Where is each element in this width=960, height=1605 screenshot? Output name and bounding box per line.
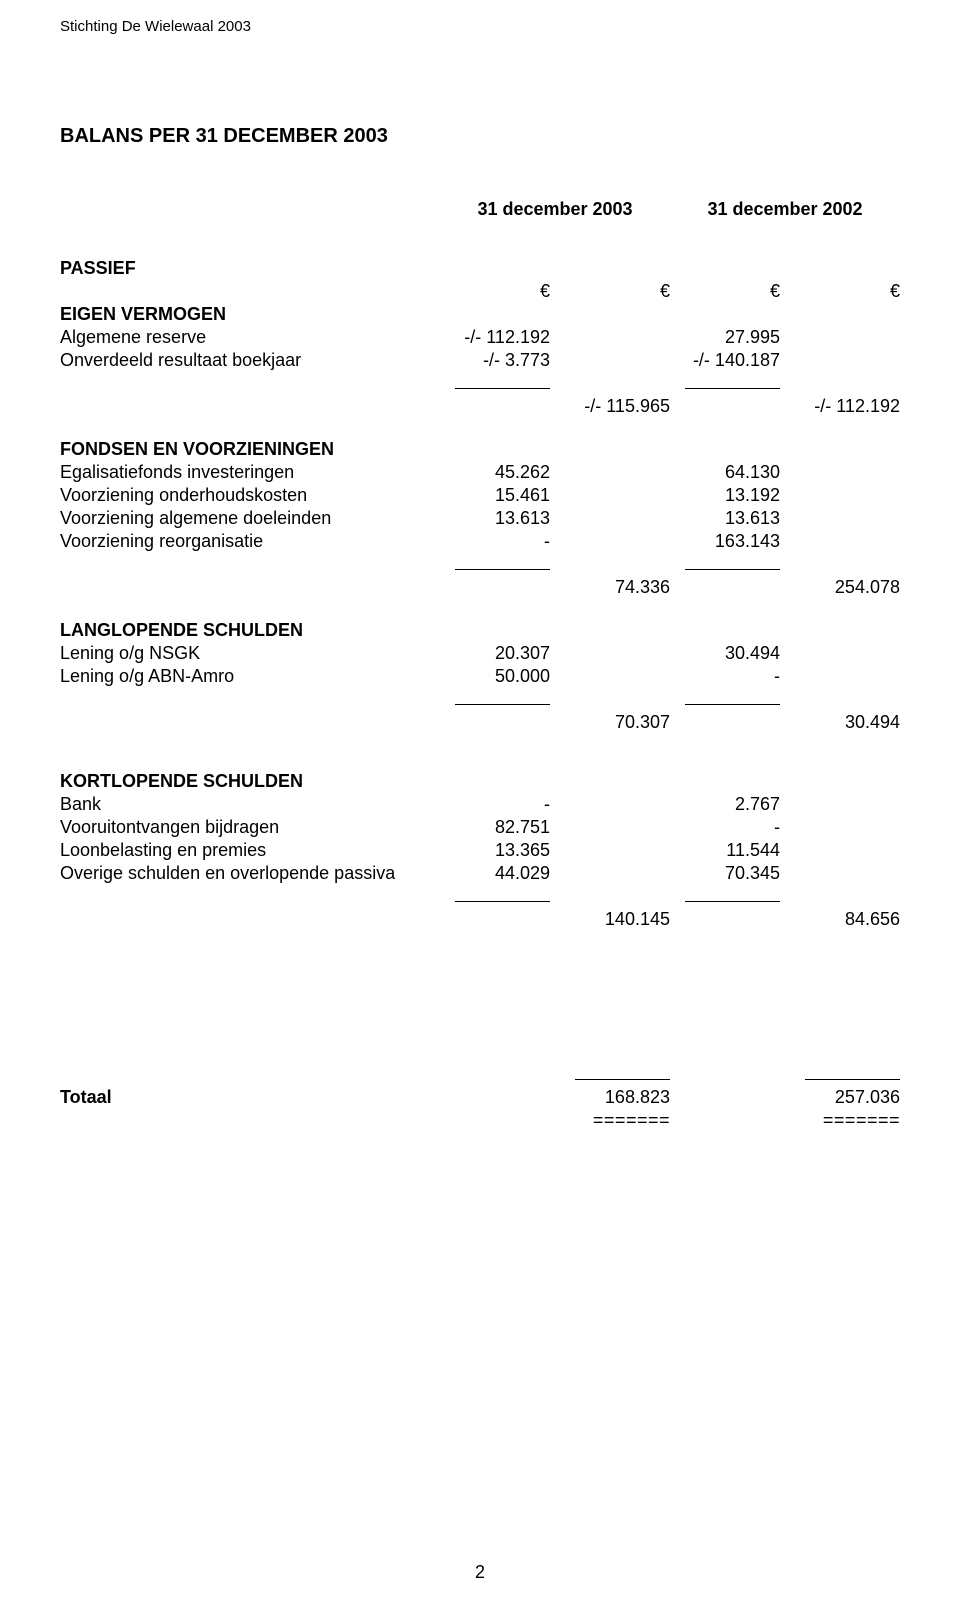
row-value: 163.143 <box>670 530 780 553</box>
row-value: -/- 3.773 <box>440 349 550 372</box>
row-value: 82.751 <box>440 816 550 839</box>
row-label: Algemene reserve <box>60 326 440 349</box>
currency-symbol: € <box>780 280 900 303</box>
rule-line <box>455 901 550 902</box>
rule-line <box>685 388 780 389</box>
balance-table: 31 december 2003 31 december 2002 PASSIE… <box>60 198 900 1132</box>
page-number: 2 <box>0 1562 960 1583</box>
currency-symbol: € <box>670 280 780 303</box>
table-row: Vooruitontvangen bijdragen 82.751 - <box>60 816 900 839</box>
rule-line <box>455 569 550 570</box>
table-row: Bank - 2.767 <box>60 793 900 816</box>
table-row: Voorziening onderhoudskosten 15.461 13.1… <box>60 484 900 507</box>
col-header-year2: 31 december 2002 <box>670 198 900 221</box>
row-value: 64.130 <box>670 461 780 484</box>
double-rule: ======= <box>550 1109 670 1132</box>
row-label: Vooruitontvangen bijdragen <box>60 816 440 839</box>
row-value: 20.307 <box>440 642 550 665</box>
subtotal-value: -/- 112.192 <box>780 395 900 418</box>
currency-symbol: € <box>550 280 670 303</box>
total-value: 257.036 <box>780 1086 900 1109</box>
currency-symbol: € <box>440 280 550 303</box>
row-value: - <box>440 793 550 816</box>
double-rule: ======= <box>780 1109 900 1132</box>
row-value: 15.461 <box>440 484 550 507</box>
table-row: Overige schulden en overlopende passiva … <box>60 862 900 885</box>
col-header-year1: 31 december 2003 <box>440 198 670 221</box>
row-value: 27.995 <box>670 326 780 349</box>
subtotal-value: -/- 115.965 <box>550 395 670 418</box>
row-label: Voorziening algemene doeleinden <box>60 507 440 530</box>
document-header: Stichting De Wielewaal 2003 <box>60 18 900 35</box>
subtotal-row: 70.307 30.494 <box>60 711 900 734</box>
row-value: - <box>670 665 780 688</box>
rule-line <box>685 569 780 570</box>
row-value: -/- 112.192 <box>440 326 550 349</box>
row-value: 13.365 <box>440 839 550 862</box>
table-row: Lening o/g ABN-Amro 50.000 - <box>60 665 900 688</box>
section-kortlopend: KORTLOPENDE SCHULDEN <box>60 770 440 793</box>
rule-line <box>455 704 550 705</box>
row-value: 50.000 <box>440 665 550 688</box>
table-row: Egalisatiefonds investeringen 45.262 64.… <box>60 461 900 484</box>
row-label: Onverdeeld resultaat boekjaar <box>60 349 440 372</box>
subtotal-row: 74.336 254.078 <box>60 576 900 599</box>
rule-line <box>575 1079 670 1080</box>
table-row: Loonbelasting en premies 13.365 11.544 <box>60 839 900 862</box>
rule-line <box>685 901 780 902</box>
rule-line <box>805 1079 900 1080</box>
rule-line <box>455 388 550 389</box>
row-value: - <box>670 816 780 839</box>
section-fondsen: FONDSEN EN VOORZIENINGEN <box>60 438 440 461</box>
row-value: 45.262 <box>440 461 550 484</box>
section-eigen-vermogen: EIGEN VERMOGEN <box>60 303 440 326</box>
row-value: 13.192 <box>670 484 780 507</box>
row-value: 13.613 <box>440 507 550 530</box>
table-row: Voorziening reorganisatie - 163.143 <box>60 530 900 553</box>
section-langlopend: LANGLOPENDE SCHULDEN <box>60 619 440 642</box>
row-value: 44.029 <box>440 862 550 885</box>
subtotal-value: 70.307 <box>550 711 670 734</box>
row-value: -/- 140.187 <box>670 349 780 372</box>
row-label: Loonbelasting en premies <box>60 839 440 862</box>
page-root: Stichting De Wielewaal 2003 BALANS PER 3… <box>0 0 960 1605</box>
row-value: 13.613 <box>670 507 780 530</box>
section-passief: PASSIEF <box>60 257 440 280</box>
page-title: BALANS PER 31 DECEMBER 2003 <box>60 125 900 148</box>
row-value: 30.494 <box>670 642 780 665</box>
row-value: 11.544 <box>670 839 780 862</box>
subtotal-row: -/- 115.965 -/- 112.192 <box>60 395 900 418</box>
subtotal-row: 140.145 84.656 <box>60 908 900 931</box>
subtotal-value: 140.145 <box>550 908 670 931</box>
subtotal-value: 84.656 <box>780 908 900 931</box>
rule-line <box>685 704 780 705</box>
row-value: 70.345 <box>670 862 780 885</box>
table-row: Algemene reserve -/- 112.192 27.995 <box>60 326 900 349</box>
row-label: Voorziening onderhoudskosten <box>60 484 440 507</box>
total-value: 168.823 <box>550 1086 670 1109</box>
row-value: - <box>440 530 550 553</box>
row-label: Overige schulden en overlopende passiva <box>60 862 440 885</box>
row-label: Lening o/g NSGK <box>60 642 440 665</box>
total-row: Totaal 168.823 257.036 <box>60 1086 900 1109</box>
table-row: Voorziening algemene doeleinden 13.613 1… <box>60 507 900 530</box>
table-row: Lening o/g NSGK 20.307 30.494 <box>60 642 900 665</box>
row-label: Bank <box>60 793 440 816</box>
subtotal-value: 254.078 <box>780 576 900 599</box>
subtotal-value: 30.494 <box>780 711 900 734</box>
table-row: Onverdeeld resultaat boekjaar -/- 3.773 … <box>60 349 900 372</box>
subtotal-value: 74.336 <box>550 576 670 599</box>
row-label: Voorziening reorganisatie <box>60 530 440 553</box>
total-label: Totaal <box>60 1086 440 1109</box>
row-label: Lening o/g ABN-Amro <box>60 665 440 688</box>
row-label: Egalisatiefonds investeringen <box>60 461 440 484</box>
row-value: 2.767 <box>670 793 780 816</box>
